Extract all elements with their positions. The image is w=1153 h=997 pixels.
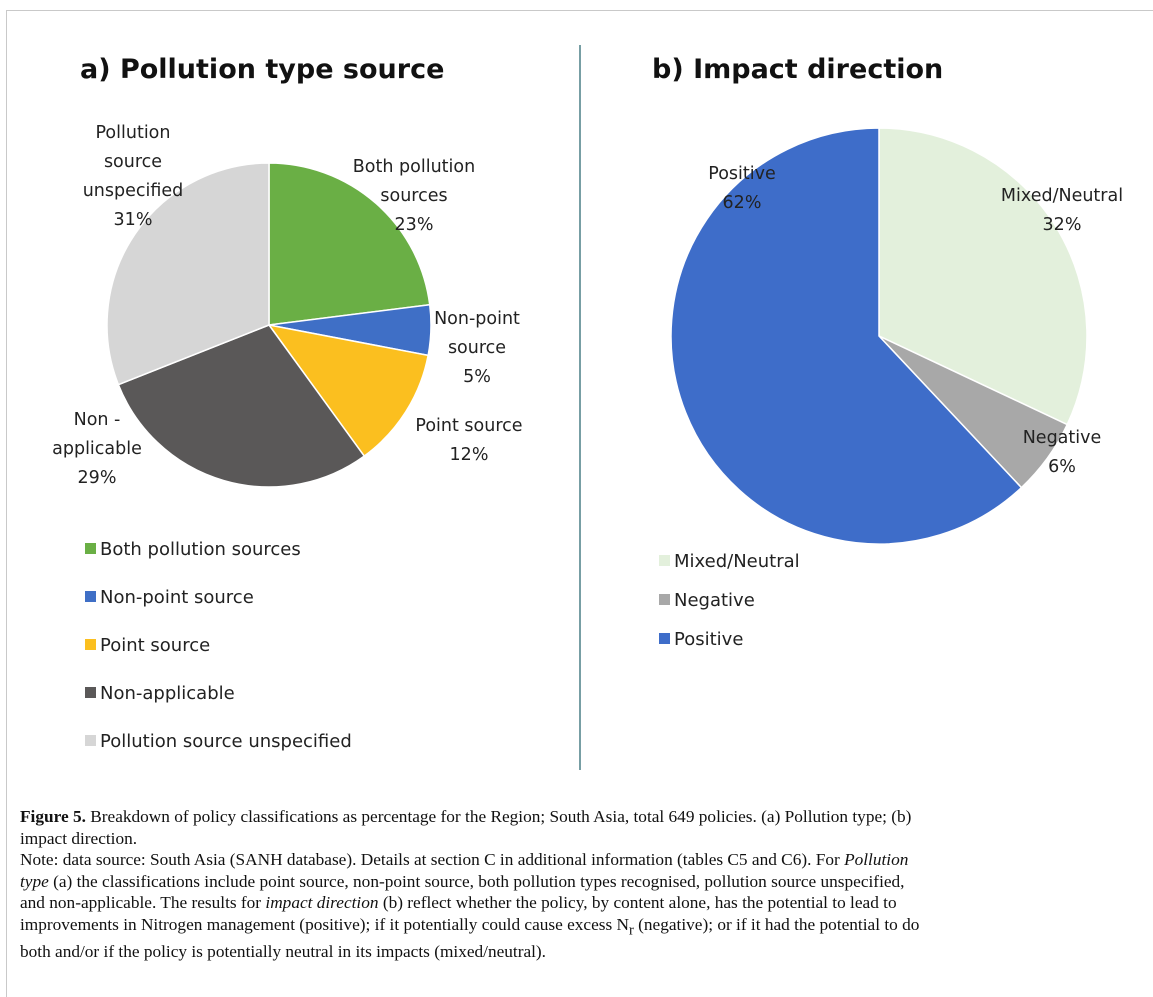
legend-swatch [85,543,96,554]
pie-a-labels: Both pollution sources 23% Non-point source 5… [52,123,522,488]
legend-swatch [659,633,670,644]
data-label-both-pollution-sources: Both pollution sources 23% [353,157,475,235]
panel-b-impact-direction: b) Impact direction Mixed/Neutral 32% Nega… [652,54,1123,650]
pie-slice-both-pollution-sources [268,162,431,326]
legend-label: Non-point source [100,587,254,608]
legend-pollution-type: Both pollution sources Non-point source Po… [85,539,352,752]
legend-label: Positive [674,629,743,650]
legend-swatch [659,594,670,605]
legend-swatch [85,687,96,698]
data-label-non-point-source: Non-point source 5% [434,309,520,387]
panel-a-title: a) Pollution type source [80,54,444,85]
pie-chart-pollution-type [106,162,432,488]
legend-label: Both pollution sources [100,539,301,560]
data-label-positive: Positive 62% [708,164,775,213]
legend-label: Non-applicable [100,683,235,704]
legend-label: Negative [674,590,755,611]
caption-line: and non-applicable. The results for impa… [20,893,897,912]
data-label-pollution-source-unspecified: Pollution source unspecified 31% [83,123,184,230]
legend-item-negative: Negative [659,590,755,611]
pie-chart-impact-direction [670,127,1088,545]
figure-caption: Figure 5. Breakdown of policy classifica… [20,806,1135,963]
legend-swatch [85,735,96,746]
pie-slice-point-source [267,323,430,458]
legend-item-point-source: Point source [85,635,210,656]
pie-b-labels: Mixed/Neutral 32% Negative 6% Positive 62% [708,164,1123,477]
caption-line: type (a) the classifications include poi… [20,871,905,891]
legend-item-pollution-source-unspecified: Pollution source unspecified [85,731,352,752]
panel-a-pollution-type: a) Pollution type source Both pollution s… [52,54,522,752]
legend-label: Pollution source unspecified [100,731,352,752]
caption-line: impact direction. [20,828,138,848]
caption-line: Note: data source: South Asia (SANH data… [20,850,909,869]
legend-item-mixed-neutral: Mixed/Neutral [659,551,800,572]
legend-swatch [85,591,96,602]
data-label-negative: Negative 6% [1023,428,1102,477]
figure-frame [6,10,1153,997]
legend-swatch [659,555,670,566]
legend-item-positive: Positive [659,629,743,650]
legend-label: Point source [100,635,210,656]
pie-slice-mixed-neutral [878,127,1088,426]
legend-item-non-applicable: Non-applicable [85,683,235,704]
legend-item-non-point-source: Non-point source [85,587,254,608]
data-label-non-applicable: Non -applicable 29% [52,410,142,488]
pie-slice-pollution-source-unspecified [106,162,270,386]
data-label-mixed-neutral: Mixed/Neutral 32% [1001,186,1123,235]
legend-swatch [85,639,96,650]
legend-label: Mixed/Neutral [674,551,800,572]
caption-line: improvements in Nitrogen management (pos… [20,914,920,938]
pie-slice-non-applicable [117,324,366,488]
data-label-point-source: Point source 12% [415,416,522,465]
legend-item-both-pollution-sources: Both pollution sources [85,539,301,560]
panel-b-title: b) Impact direction [652,54,943,85]
caption-line: both and/or if the policy is potentially… [20,942,546,962]
legend-impact-direction: Mixed/Neutral Negative Positive [659,551,800,650]
pie-slice-positive [670,127,1023,545]
caption-line: Figure 5. Breakdown of policy classifica… [20,807,912,826]
